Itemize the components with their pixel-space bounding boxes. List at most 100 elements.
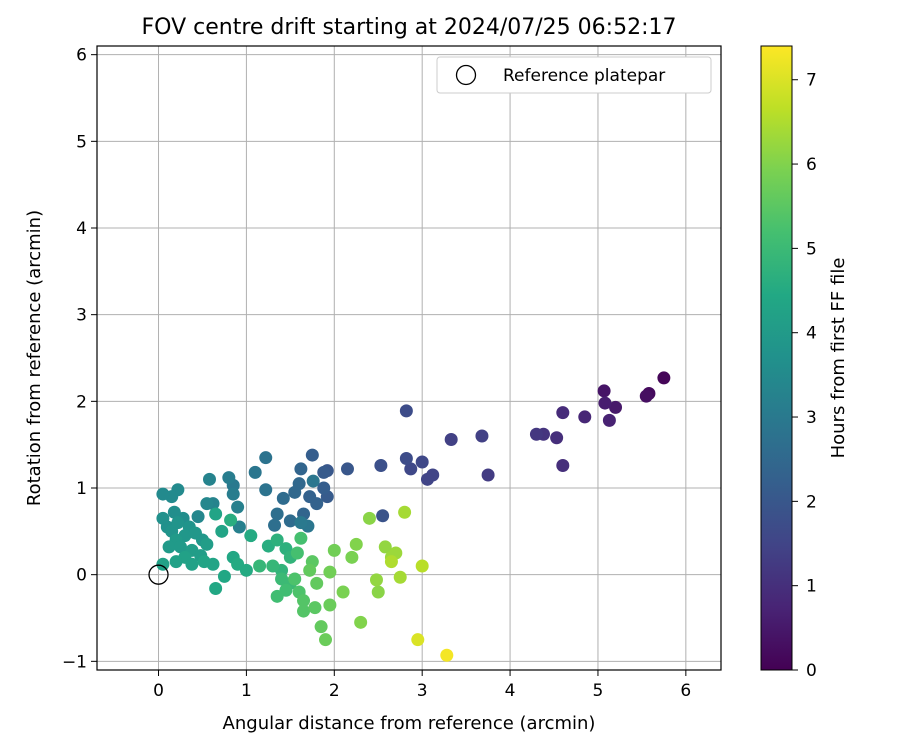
data-point [259, 451, 273, 465]
data-point [156, 487, 170, 501]
plot-frame [96, 45, 722, 671]
data-point [270, 507, 284, 521]
x-tick-label: 6 [680, 681, 691, 701]
colorbar-tick-label: 1 [806, 577, 817, 597]
colorbar-tick-label: 2 [806, 492, 817, 512]
x-tick-label: 1 [241, 681, 252, 701]
data-point [222, 471, 236, 485]
colorbar-tick-label: 3 [806, 408, 817, 428]
data-point [156, 511, 170, 525]
data-point [294, 462, 308, 476]
data-point [167, 505, 181, 519]
data-point [297, 594, 311, 608]
y-axis-ticks: −1 0 1 2 3 4 5 6 [62, 46, 97, 672]
x-tick-label: 2 [329, 681, 340, 701]
data-point [420, 472, 434, 486]
data-point [290, 546, 304, 560]
data-point [657, 371, 671, 385]
data-point [556, 458, 570, 472]
data-point [248, 465, 262, 479]
data-point [399, 452, 413, 466]
y-tick-label: 0 [76, 566, 87, 586]
y-axis-label: Rotation from reference (arcmin) [24, 210, 45, 506]
data-point [288, 572, 302, 586]
data-points [156, 371, 671, 662]
data-point [169, 555, 183, 569]
data-point [578, 410, 592, 424]
data-point [444, 432, 458, 446]
colorbar-tick-label: 6 [806, 155, 817, 175]
x-axis-label: Angular distance from reference (arcmin) [223, 713, 596, 734]
plot-area [96, 45, 722, 671]
x-tick-label: 5 [593, 681, 604, 701]
data-point [232, 520, 246, 534]
data-point [306, 474, 320, 488]
y-tick-label: 6 [76, 46, 87, 66]
y-tick-label: 2 [76, 392, 87, 412]
data-point [305, 448, 319, 462]
y-tick-label: 4 [76, 219, 87, 239]
data-point [371, 585, 385, 599]
data-point [200, 497, 214, 511]
data-point [303, 490, 317, 504]
data-point [200, 537, 214, 551]
data-point [308, 601, 322, 615]
data-point [609, 400, 623, 414]
data-point [215, 524, 229, 538]
data-point [404, 462, 418, 476]
data-point [270, 589, 284, 603]
colorbar-gradient [760, 45, 793, 671]
data-point [191, 510, 205, 524]
data-point [475, 429, 489, 443]
legend-box [436, 56, 712, 94]
data-point [597, 384, 611, 398]
data-point [202, 472, 216, 486]
data-point [336, 585, 350, 599]
data-point [294, 531, 308, 545]
data-point [411, 633, 425, 647]
data-point [529, 427, 543, 441]
colorbar-label: Hours from first FF file [828, 258, 849, 459]
data-point [303, 563, 317, 577]
x-tick-label: 4 [505, 681, 516, 701]
legend-label: Reference platepar [503, 66, 665, 86]
x-axis-ticks: 0 1 2 3 4 5 6 [153, 670, 691, 701]
data-point [209, 507, 223, 521]
data-point [162, 540, 176, 554]
data-point [231, 500, 245, 514]
data-point [327, 543, 341, 557]
y-tick-label: 1 [76, 479, 87, 499]
reference-marker [148, 564, 169, 585]
data-point [319, 633, 333, 647]
data-point [268, 518, 282, 532]
data-point [156, 557, 170, 571]
data-point [415, 455, 429, 469]
data-point [270, 533, 284, 547]
y-tick-label: 3 [76, 306, 87, 326]
data-point [378, 540, 392, 554]
data-point [481, 468, 495, 482]
data-point [288, 485, 302, 499]
colorbar-tick-label: 5 [806, 239, 817, 259]
data-point [384, 555, 398, 569]
data-point [317, 481, 331, 495]
data-point [369, 573, 383, 587]
data-point [244, 529, 258, 543]
data-point [340, 462, 354, 476]
data-point [276, 491, 290, 505]
reference-point [148, 564, 169, 585]
data-point [209, 582, 223, 596]
data-point [259, 483, 273, 497]
data-point [226, 487, 240, 501]
data-point [239, 563, 253, 577]
data-point [317, 465, 331, 479]
data-point [440, 648, 454, 662]
data-point [171, 516, 185, 530]
data-point [173, 540, 187, 554]
data-point [310, 576, 324, 590]
data-point [602, 413, 616, 427]
colorbar-tick-label: 4 [806, 324, 817, 344]
data-point [314, 620, 328, 634]
x-tick-label: 0 [153, 681, 164, 701]
